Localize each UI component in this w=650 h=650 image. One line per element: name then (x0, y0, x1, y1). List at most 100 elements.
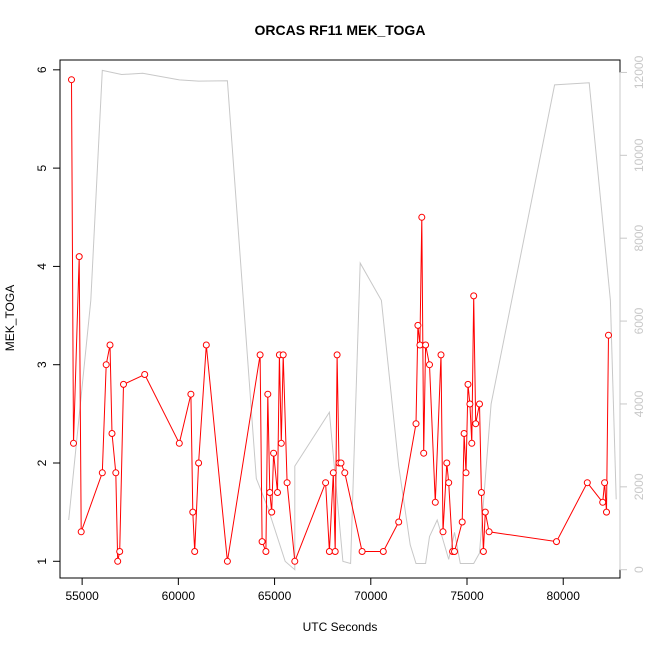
data-point (112, 469, 120, 477)
data-point (270, 449, 278, 457)
data-point (451, 548, 458, 555)
y-tick-label: 3 (35, 361, 49, 368)
altitude-line (68, 69, 617, 571)
right-y-tick-label: 10000 (632, 138, 646, 172)
data-point (325, 548, 333, 555)
data-point (114, 557, 122, 565)
data-point (431, 498, 439, 506)
data-point (458, 518, 466, 526)
data-point (202, 341, 210, 349)
data-point (195, 459, 203, 467)
data-point (120, 380, 127, 388)
data-point (264, 390, 272, 398)
data-point (102, 361, 110, 369)
y-tick-label: 6 (35, 66, 49, 73)
y-axis-label: MEK_TOGA (3, 285, 17, 351)
x-tick-label: 75000 (450, 589, 484, 603)
data-point (414, 321, 422, 329)
y-tick-label: 4 (35, 263, 49, 270)
x-tick-label: 55000 (65, 589, 99, 603)
data-point (603, 508, 610, 516)
data-point (420, 449, 428, 457)
data-point (443, 459, 451, 467)
data-point (472, 420, 480, 428)
y-tick-label: 5 (35, 164, 49, 171)
data-point (189, 508, 197, 516)
mek-toga-points (68, 76, 612, 565)
data-point (329, 469, 337, 477)
right-y-tick-label: 6000 (632, 307, 646, 334)
x-tick-label: 80000 (547, 589, 581, 603)
data-point (116, 548, 124, 555)
data-point (481, 508, 489, 516)
data-point (485, 528, 493, 536)
data-point (468, 439, 476, 447)
data-point (70, 439, 77, 447)
x-axis: 55000 60000 65000 70000 75000 80000 (65, 577, 581, 603)
right-y-tick-label: 8000 (632, 225, 646, 252)
data-point (258, 538, 266, 546)
data-point (418, 213, 426, 221)
data-point (412, 420, 420, 428)
data-point (223, 557, 231, 565)
data-point (466, 400, 474, 408)
x-tick-label: 70000 (354, 589, 388, 603)
data-point (68, 76, 75, 84)
data-point (283, 479, 291, 487)
x-tick-label: 65000 (258, 589, 292, 603)
data-point (279, 351, 287, 359)
data-point (75, 253, 83, 261)
data-point (274, 489, 281, 496)
y-axis: 1 2 3 4 5 6 (35, 66, 61, 565)
data-point (341, 469, 349, 477)
data-point (445, 479, 453, 487)
data-point (416, 341, 424, 349)
data-point (266, 489, 274, 496)
data-point (426, 361, 433, 369)
data-point (553, 538, 560, 546)
data-point (460, 430, 468, 437)
data-point (262, 548, 270, 555)
data-point (337, 459, 345, 467)
data-point (277, 439, 285, 447)
data-point (141, 371, 149, 378)
right-y-tick-label: 12000 (632, 55, 646, 89)
data-point (175, 439, 183, 447)
data-point (256, 351, 264, 359)
data-point (470, 292, 478, 300)
data-point (108, 430, 116, 437)
y-tick-label: 2 (35, 459, 49, 466)
data-point (187, 390, 195, 398)
chart-title: ORCAS RF11 MEK_TOGA (255, 22, 426, 38)
data-point (439, 528, 447, 536)
data-point (358, 548, 366, 555)
data-point (422, 341, 430, 349)
x-axis-label: UTC Seconds (303, 620, 378, 634)
data-point (77, 528, 85, 536)
data-point (464, 380, 472, 388)
data-point (331, 548, 339, 555)
right-y-axis: 0 2000 4000 6000 8000 10000 12000 (619, 55, 646, 573)
data-point (462, 469, 470, 477)
data-point (291, 557, 299, 565)
data-point (379, 548, 387, 555)
right-y-tick-label: 0 (632, 566, 646, 573)
altitude-series (68, 69, 617, 571)
data-point (395, 518, 403, 526)
data-point (106, 341, 114, 349)
data-point (599, 498, 607, 506)
data-point (583, 479, 591, 487)
data-point (322, 479, 330, 487)
right-y-tick-label: 4000 (632, 390, 646, 417)
data-point (98, 469, 106, 477)
data-point (268, 508, 276, 516)
x-tick-label: 60000 (162, 589, 196, 603)
data-point (605, 331, 612, 339)
y-tick-label: 1 (35, 558, 49, 565)
data-point (476, 400, 483, 408)
data-point (191, 548, 199, 555)
data-point (333, 351, 341, 359)
data-point (479, 548, 487, 555)
